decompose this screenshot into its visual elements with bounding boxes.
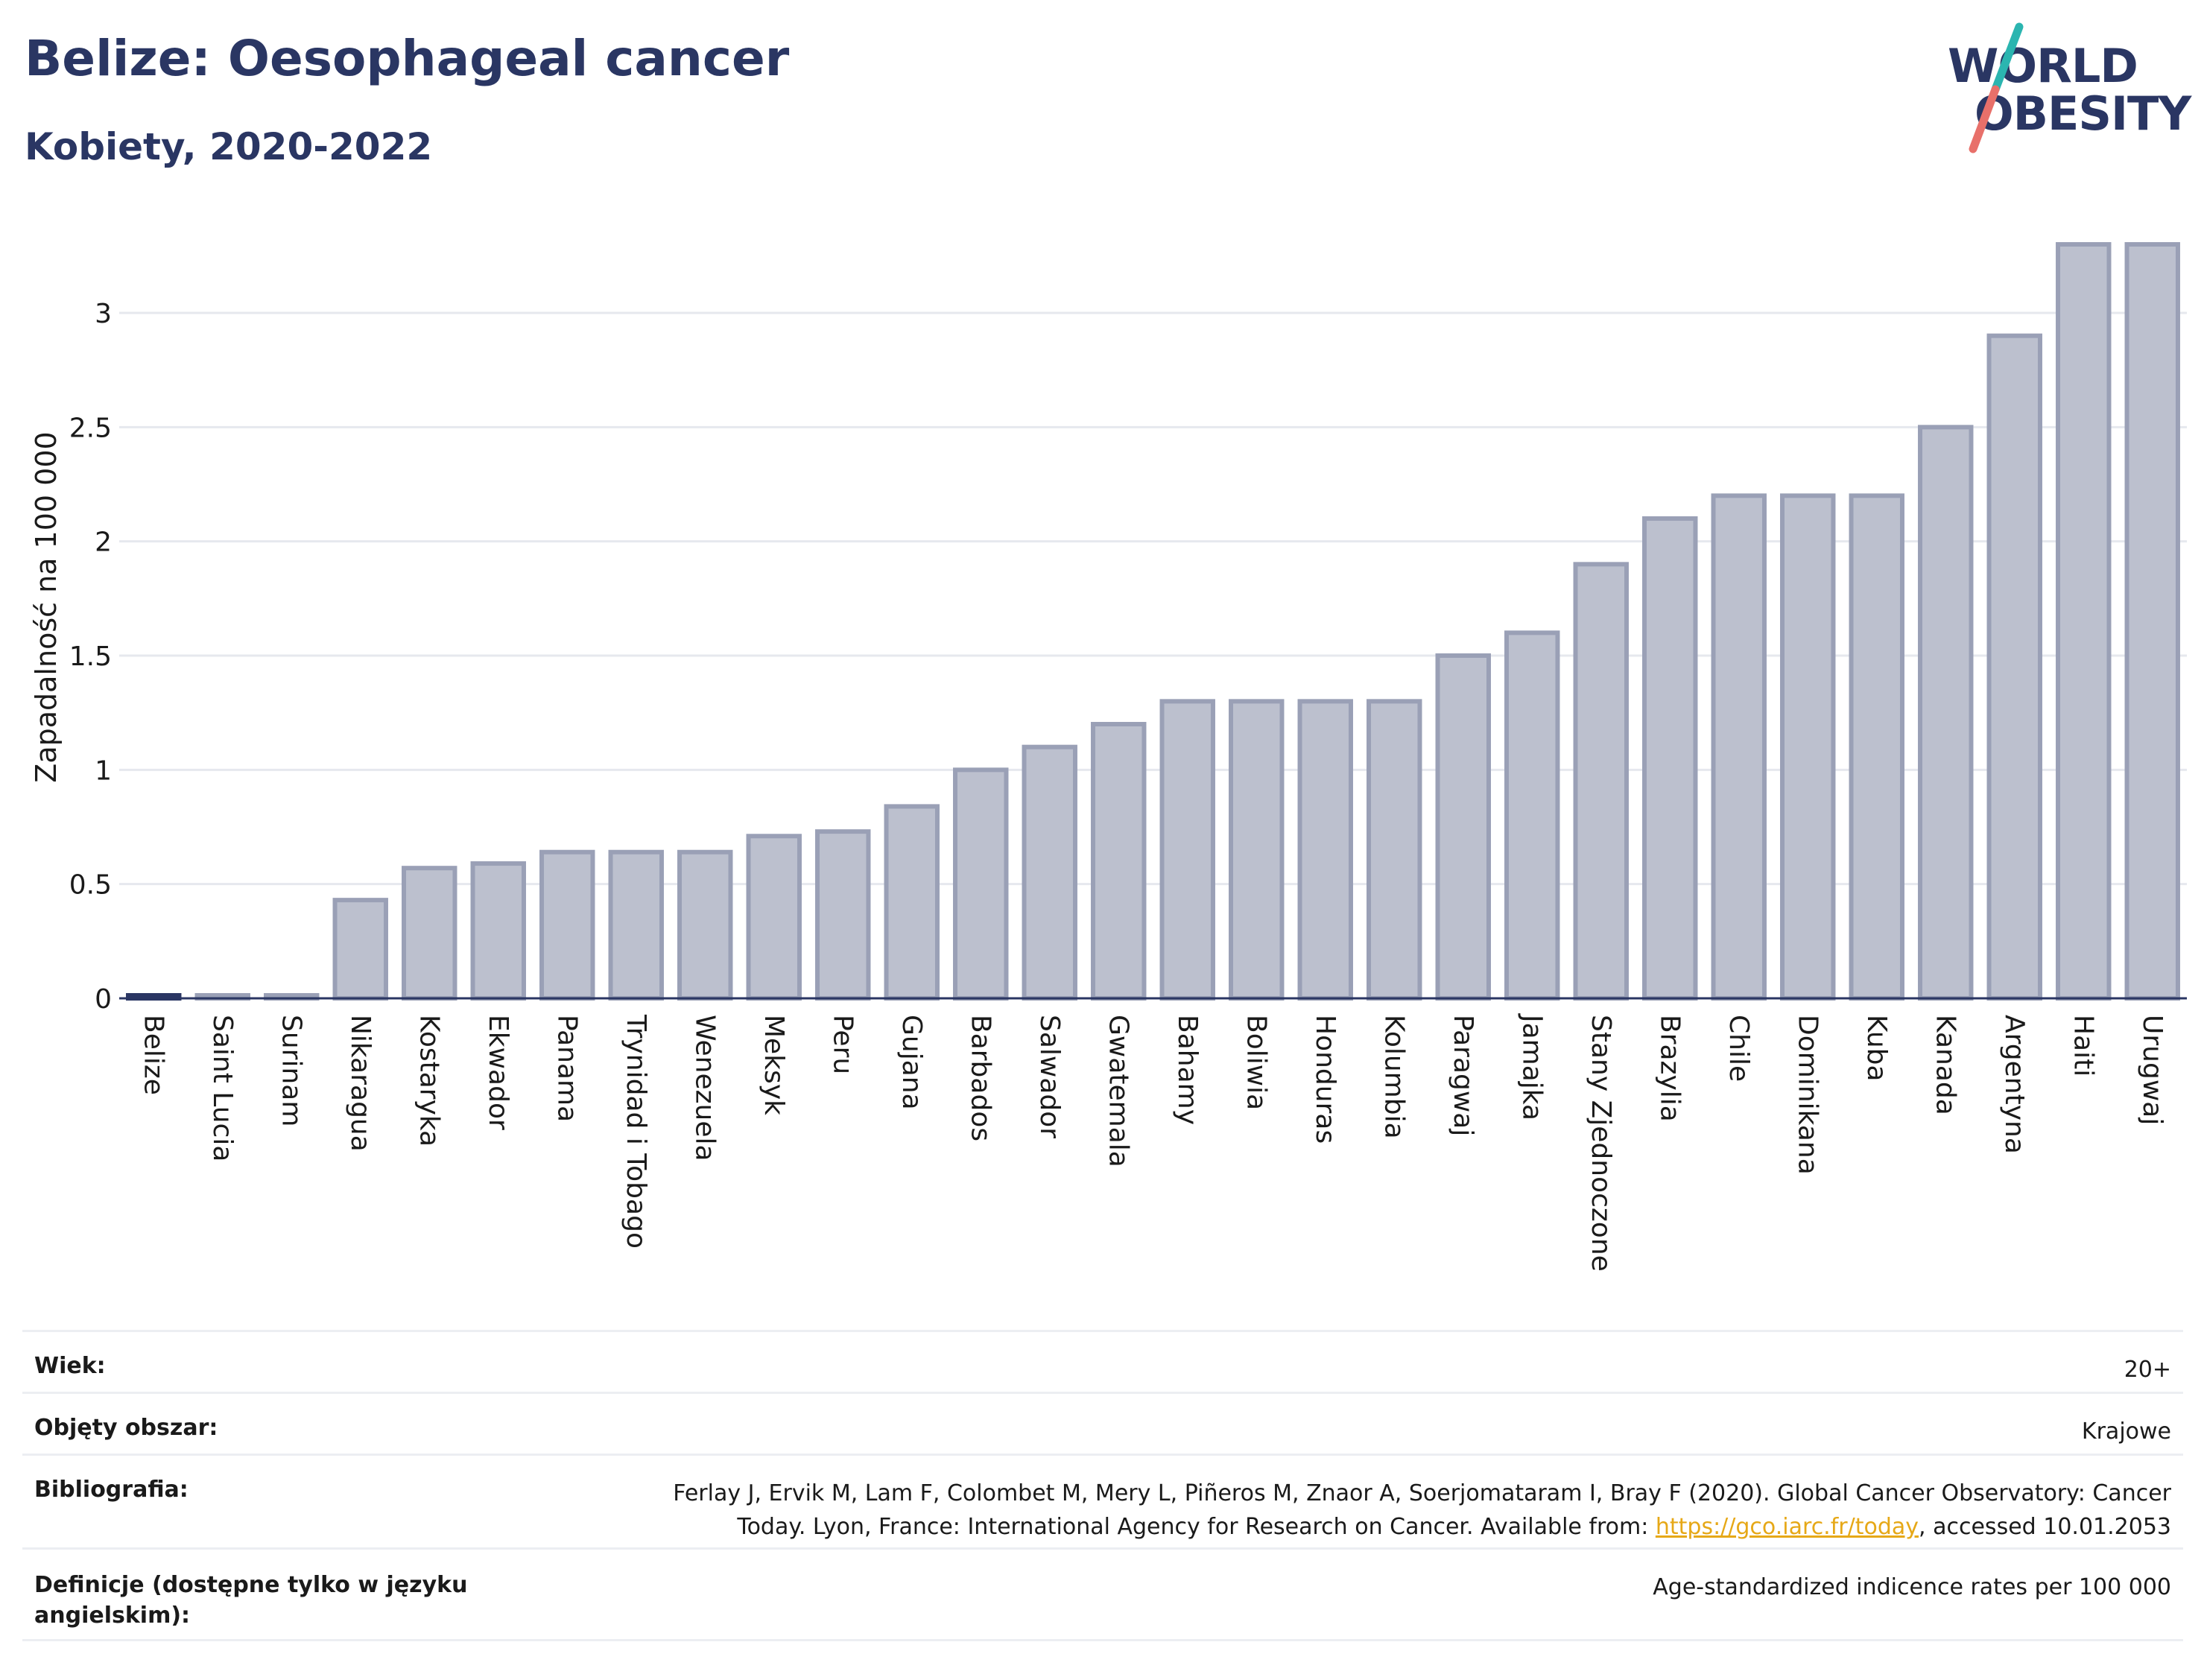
x-tick-label: Surinam — [276, 1015, 306, 1126]
bar[interactable] — [953, 767, 1009, 1001]
x-tick-label: Barbados — [965, 1015, 995, 1141]
bar[interactable] — [1711, 493, 1767, 1001]
x-tick-label: Stany Zjednoczone — [1586, 1015, 1616, 1272]
age-label: Wiek: — [34, 1353, 106, 1379]
age-value: 20+ — [2124, 1357, 2171, 1383]
bar[interactable] — [1229, 699, 1285, 1001]
bar[interactable] — [1435, 653, 1491, 1001]
grid-lines — [119, 311, 2187, 886]
x-tick-label: Boliwia — [1241, 1015, 1271, 1110]
x-tick-label: Belize — [138, 1015, 168, 1095]
x-tick-label: Kostaryka — [414, 1015, 444, 1147]
y-axis-ticks: 0 0.5 1 1.5 2 2.5 3 — [69, 299, 112, 1015]
x-tick-label: Peru — [827, 1015, 858, 1074]
bar[interactable] — [884, 804, 940, 1001]
bar[interactable] — [2056, 242, 2112, 1001]
logo-line1: WORLD — [1948, 39, 2138, 93]
bar[interactable] — [1367, 699, 1422, 1001]
x-tick-label: Jamajka — [1516, 1013, 1547, 1120]
bibliography-line2-prefix: Today. Lyon, France: International Agenc… — [737, 1514, 1656, 1540]
info-row-definitions: Definicje (dostępne tylko w języku angie… — [22, 1547, 2183, 1641]
y-tick-label: 1.5 — [69, 641, 112, 672]
x-tick-label: Salwador — [1034, 1015, 1065, 1138]
x-tick-label: Panama — [551, 1015, 582, 1122]
x-tick-label: Gwatemala — [1103, 1015, 1133, 1167]
x-tick-label: Saint Lucia — [207, 1015, 238, 1161]
bar[interactable] — [815, 829, 871, 1001]
bar[interactable] — [332, 898, 388, 1001]
x-tick-label: Gujana — [896, 1015, 927, 1110]
bibliography-line1: Ferlay J, Ervik M, Lam F, Colombet M, Me… — [673, 1480, 2171, 1506]
bar[interactable] — [1297, 699, 1353, 1001]
y-tick-label: 0 — [95, 984, 112, 1015]
bar[interactable] — [1573, 562, 1629, 1001]
bar[interactable] — [608, 849, 664, 1001]
x-tick-label: Chile — [1723, 1015, 1754, 1082]
coverage-value: Krajowe — [2081, 1419, 2171, 1445]
info-table: Wiek: 20+ Objęty obszar: Krajowe Bibliog… — [22, 1330, 2183, 1641]
chart-title: Belize: Oesophageal cancer — [25, 30, 790, 87]
x-axis-ticks: Belize Saint Lucia Surinam Nikaragua Kostary… — [138, 1013, 2167, 1272]
bibliography-label: Bibliografia: — [34, 1477, 189, 1503]
bar[interactable] — [1986, 333, 2042, 1001]
bar[interactable] — [1849, 493, 1904, 1001]
x-tick-label: Kuba — [1861, 1015, 1892, 1082]
x-tick-label: Argentyna — [1999, 1015, 2030, 1154]
x-tick-label: Dominikana — [1792, 1015, 1823, 1175]
y-tick-label: 0.5 — [69, 870, 112, 901]
coverage-label: Objęty obszar: — [34, 1415, 218, 1441]
bar[interactable] — [1159, 699, 1215, 1001]
bibliography-line2-suffix: , accessed 10.01.2053 — [1919, 1514, 2171, 1540]
bars — [126, 242, 2180, 1001]
bar[interactable] — [746, 834, 802, 1001]
x-tick-label: Kolumbia — [1378, 1015, 1409, 1139]
x-tick-label: Meksyk — [759, 1015, 789, 1115]
x-tick-label: Trynidad i Tobago — [621, 1014, 651, 1249]
bar[interactable] — [1642, 516, 1698, 1001]
x-tick-label: Wenezuela — [689, 1015, 720, 1161]
x-tick-label: Urugwaj — [2137, 1015, 2167, 1125]
bar[interactable] — [677, 849, 733, 1001]
bar[interactable] — [1780, 493, 1836, 1001]
y-tick-label: 2.5 — [69, 413, 112, 443]
bar[interactable] — [2124, 242, 2180, 1001]
x-tick-label: Brazylia — [1654, 1015, 1685, 1122]
bibliography-value: Ferlay J, Ervik M, Lam F, Colombet M, Me… — [673, 1477, 2171, 1544]
info-row-bibliography: Bibliografia: Ferlay J, Ervik M, Lam F, … — [22, 1454, 2183, 1547]
logo-slash-icon — [1969, 22, 2024, 153]
info-row-coverage: Objęty obszar: Krajowe — [22, 1392, 2183, 1454]
definitions-label: Definicje (dostępne tylko w języku angie… — [34, 1572, 468, 1629]
x-tick-label: Nikaragua — [345, 1015, 376, 1152]
bar[interactable] — [1022, 744, 1077, 1001]
x-tick-label: Haiti — [2068, 1015, 2098, 1077]
bibliography-link[interactable]: https://gco.iarc.fr/today — [1655, 1514, 1919, 1540]
x-tick-label: Bahamy — [1172, 1015, 1203, 1125]
x-tick-label: Honduras — [1310, 1015, 1340, 1144]
logo-line2: OBESITY — [1975, 86, 2191, 141]
y-tick-label: 1 — [95, 755, 112, 786]
x-tick-label: Ekwador — [483, 1015, 513, 1130]
info-row-age: Wiek: 20+ — [22, 1330, 2183, 1392]
bar[interactable] — [470, 861, 526, 1001]
y-tick-label: 2 — [95, 527, 112, 558]
x-tick-label: Kanada — [1930, 1015, 1960, 1115]
bar[interactable] — [539, 849, 595, 1001]
world-obesity-logo: WORLD OBESITY — [1937, 21, 2191, 162]
bar[interactable] — [1504, 630, 1560, 1001]
bar[interactable] — [1918, 425, 1974, 1001]
bar[interactable] — [402, 866, 457, 1001]
x-tick-label: Paragwaj — [1448, 1015, 1478, 1136]
bar[interactable] — [1091, 722, 1147, 1001]
y-tick-label: 3 — [95, 299, 112, 329]
definitions-value: Age-standardized indicence rates per 100… — [1653, 1574, 2171, 1600]
chart-subtitle: Kobiety, 2020-2022 — [25, 125, 433, 168]
bar-chart: 0 0.5 1 1.5 2 2.5 3 Belize Saint Lucia Surinam Ni… — [69, 242, 2187, 1272]
